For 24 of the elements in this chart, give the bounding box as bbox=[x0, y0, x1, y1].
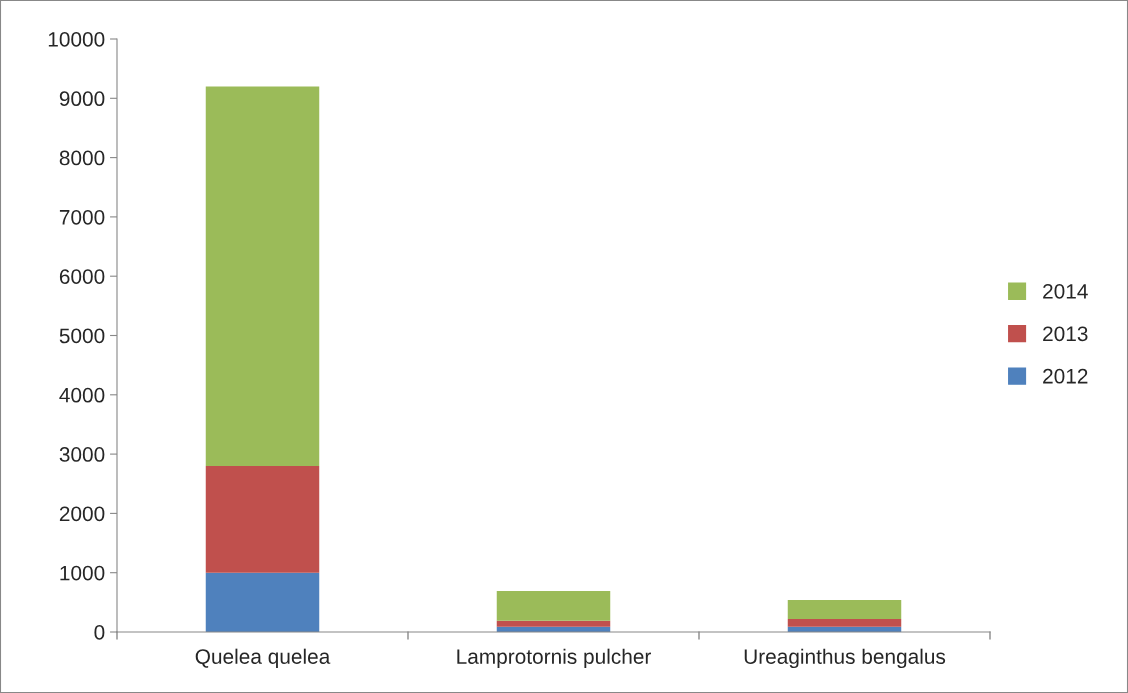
y-tick-label: 9000 bbox=[59, 91, 105, 107]
bar bbox=[496, 591, 611, 621]
legend-label: 2013 bbox=[1043, 326, 1088, 342]
bar bbox=[496, 620, 611, 627]
y-tick-label: 10000 bbox=[48, 32, 105, 47]
bar bbox=[787, 599, 902, 619]
x-tick-label: Quelea quelea bbox=[195, 648, 331, 669]
bar bbox=[205, 465, 320, 573]
bar bbox=[205, 572, 320, 632]
x-tick-label: Ureaginthus bengalus bbox=[744, 648, 946, 669]
bar bbox=[787, 618, 902, 627]
legend-label: 2012 bbox=[1043, 368, 1088, 384]
y-tick-label: 8000 bbox=[59, 150, 105, 166]
y-tick-label: 3000 bbox=[59, 447, 105, 462]
y-tick-label: 5000 bbox=[59, 328, 105, 344]
bar bbox=[205, 86, 320, 466]
x-tick-label: Lamprotornis pulcher bbox=[457, 648, 652, 669]
y-tick-label: 6000 bbox=[59, 269, 105, 284]
y-tick-label: 0 bbox=[94, 625, 105, 640]
y-tick-label: 7000 bbox=[59, 209, 105, 225]
legend-label: 2014 bbox=[1043, 283, 1088, 299]
y-tick-label: 2000 bbox=[59, 506, 105, 522]
y-tick-label: 1000 bbox=[60, 565, 105, 581]
y-tick-label: 4000 bbox=[59, 387, 105, 403]
